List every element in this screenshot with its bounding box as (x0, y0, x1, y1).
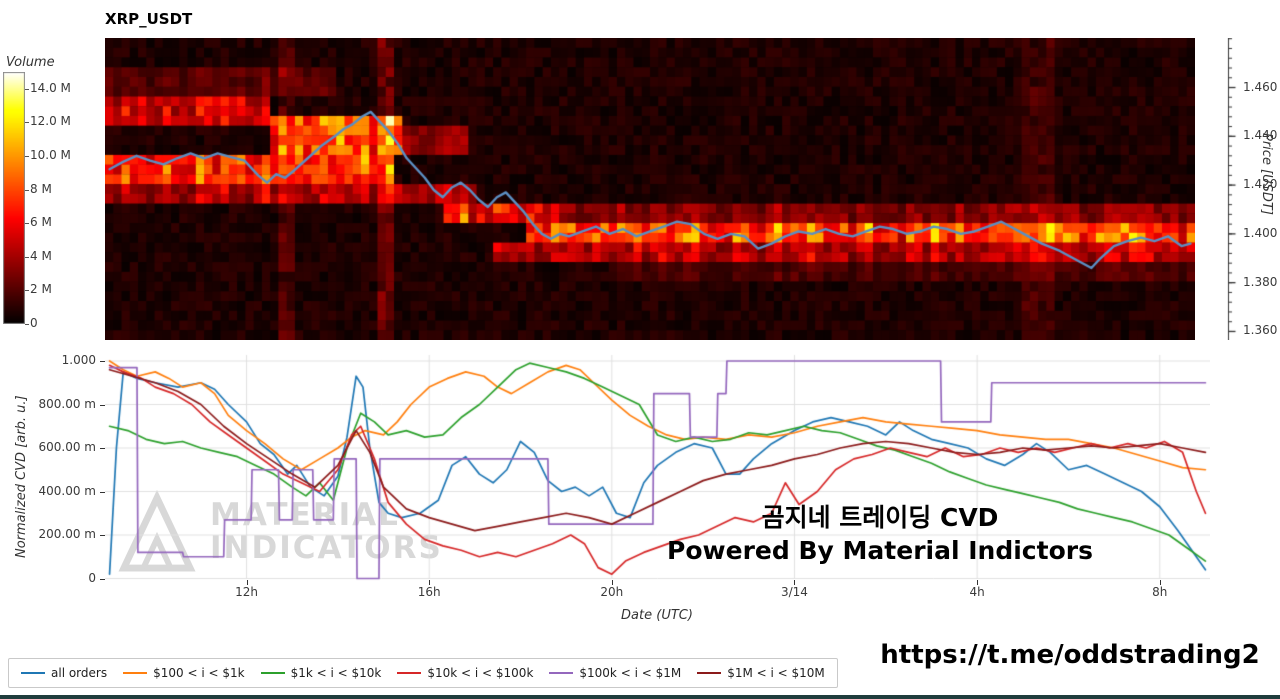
volume-tick-mark (25, 122, 29, 124)
y-tick-mark (100, 404, 105, 406)
legend-swatch (549, 672, 574, 674)
volume-tick-label: 12.0 M (30, 114, 71, 129)
price-tick-label: 1.360 (1243, 323, 1278, 338)
y-tick-mark (100, 361, 105, 362)
volume-tick-mark (25, 324, 29, 325)
date-axis-label: Date (UTC) (621, 608, 693, 623)
volume-tick-mark (25, 223, 29, 225)
volume-axis-label: Volume (6, 55, 55, 70)
legend-swatch (697, 672, 722, 674)
legend-item: $100k < i < $1M (549, 666, 681, 680)
price-tick-label: 1.400 (1243, 225, 1278, 240)
price-axis-ticks (1227, 38, 1241, 340)
overlay-caption-line1: 곰지네 트레이딩 CVD (761, 503, 999, 532)
x-tick-mark (977, 580, 979, 585)
legend-label: $10k < i < $100k (427, 666, 534, 680)
legend-item: $1k < i < $10k (260, 666, 382, 680)
page-title: XRP_USDT (105, 10, 193, 28)
y-tick-mark (100, 491, 105, 493)
x-tick-label: 16h (417, 585, 441, 599)
volume-tick-mark (25, 156, 29, 157)
legend-label: $100k < i < $1M (579, 666, 682, 680)
cvd-line-chart (105, 352, 1210, 584)
volume-tick-label: 14.0 M (30, 80, 71, 95)
volume-tick-mark (25, 88, 29, 90)
volume-tick-mark (25, 290, 29, 292)
legend-swatch (397, 672, 422, 674)
volume-tick-mark (25, 189, 29, 191)
volume-tick-mark (25, 256, 29, 258)
cvd-axis-label: Normalized CVD [arb. u.] (14, 395, 29, 558)
legend-item: $100 < i < $1k (123, 666, 245, 680)
legend-label: all orders (51, 666, 108, 680)
x-tick-label: 8h (1152, 585, 1168, 599)
y-tick-mark (100, 578, 105, 580)
price-tick-label: 1.380 (1243, 274, 1278, 289)
legend-label: $1M < i < $10M (727, 666, 825, 680)
x-tick-mark (794, 580, 796, 585)
x-tick-mark (1159, 580, 1161, 585)
price-tick-label: 1.420 (1243, 177, 1278, 192)
y-tick-label: 1.000 (61, 353, 96, 367)
chart-legend: all orders $100 < i < $1k $1k < i < $10k $1… (8, 658, 838, 688)
y-tick-mark (100, 448, 105, 449)
x-tick-mark (246, 580, 248, 585)
legend-swatch (123, 672, 148, 674)
legend-swatch (260, 672, 285, 674)
legend-label: $100 < i < $1k (153, 666, 245, 680)
x-tick-mark (429, 580, 431, 585)
volume-heatmap-chart (105, 38, 1195, 340)
price-tick-label: 1.460 (1243, 79, 1278, 94)
y-tick-label: 600.00 m (38, 440, 97, 454)
window-edge (0, 695, 1280, 699)
y-tick-label: 0 (88, 570, 96, 585)
telegram-link-text: https://t.me/oddstrading2 (880, 640, 1260, 670)
price-axis-label: Price [USDT] (1259, 133, 1274, 215)
legend-item: $10k < i < $100k (397, 666, 533, 680)
volume-tick-label: 10.0 M (30, 148, 71, 162)
legend-label: $1k < i < $10k (290, 666, 382, 680)
legend-swatch (21, 672, 45, 674)
x-tick-mark (611, 580, 613, 585)
overlay-caption: 곰지네 트레이딩 CVD Powered By Material Indicto… (620, 502, 1140, 567)
x-tick-label: 12h (235, 585, 258, 599)
x-tick-label: 4h (969, 585, 985, 599)
y-tick-label: 200.00 m (38, 527, 97, 541)
volume-tick-label: 0 (30, 316, 38, 330)
volume-tick-label: 6 M (30, 215, 52, 230)
legend-item: all orders (21, 666, 107, 680)
x-tick-label: 3/14 (780, 585, 808, 599)
price-tick-label: 1.440 (1243, 128, 1278, 143)
volume-tick-label: 2 M (30, 282, 52, 297)
legend-item: $1M < i < $10M (697, 666, 825, 680)
volume-colorbar (3, 72, 25, 324)
y-tick-label: 400.00 m (38, 483, 97, 498)
volume-tick-label: 4 M (30, 248, 52, 263)
overlay-caption-line2: Powered By Material Indictors (667, 535, 1093, 565)
x-tick-label: 20h (600, 585, 624, 599)
y-tick-label: 800.00 m (38, 396, 97, 411)
volume-tick-label: 8 M (30, 181, 52, 196)
y-tick-mark (100, 535, 105, 536)
